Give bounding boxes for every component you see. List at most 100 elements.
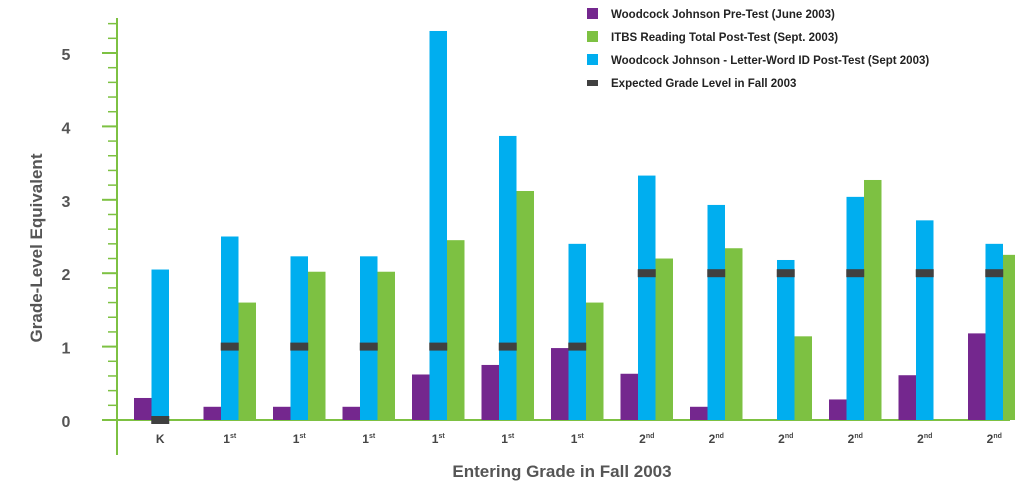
bar bbox=[342, 406, 360, 420]
y-tick-label: 3 bbox=[62, 194, 71, 211]
category-base: 2 bbox=[639, 432, 646, 446]
x-category-label: 1st bbox=[432, 432, 446, 446]
category-base: 1 bbox=[432, 432, 439, 446]
bar bbox=[273, 406, 291, 420]
category-base: 2 bbox=[987, 432, 994, 446]
bar bbox=[707, 204, 725, 420]
bar bbox=[516, 190, 534, 420]
bar bbox=[377, 271, 395, 420]
category-ordinal: st bbox=[299, 433, 306, 440]
x-category-labels: K 1st 1st 1st 1st 1st 1st 2nd 2nd 2nd 2nd 2nd 2nd bbox=[156, 432, 1002, 446]
bar bbox=[360, 256, 378, 420]
category-base: 1 bbox=[362, 432, 369, 446]
expected-marker bbox=[290, 342, 309, 351]
category-base: 2 bbox=[848, 432, 855, 446]
expected-marker bbox=[776, 269, 795, 278]
expected-marker bbox=[915, 269, 934, 278]
legend-label: Expected Grade Level in Fall 2003 bbox=[611, 78, 796, 90]
bar bbox=[568, 243, 586, 420]
bar bbox=[968, 333, 986, 420]
expected-grade-markers bbox=[151, 269, 1004, 424]
bar bbox=[898, 375, 916, 420]
x-category-label: 2nd bbox=[848, 432, 863, 446]
bar bbox=[985, 243, 1003, 420]
category-base: 2 bbox=[917, 432, 924, 446]
x-category-label: K bbox=[156, 432, 165, 446]
x-category-label: 2nd bbox=[709, 432, 724, 446]
legend-swatch bbox=[587, 8, 598, 19]
bar bbox=[551, 348, 569, 420]
category-ordinal: st bbox=[508, 433, 515, 440]
category-ordinal: nd bbox=[785, 433, 794, 440]
x-category-label: 1st bbox=[223, 432, 237, 446]
category-base: 1 bbox=[223, 432, 230, 446]
bar bbox=[134, 397, 152, 420]
x-axis-title: Entering Grade in Fall 2003 bbox=[452, 462, 671, 481]
bar bbox=[308, 271, 326, 420]
bar bbox=[690, 406, 708, 420]
bar bbox=[846, 196, 864, 420]
category-base: 1 bbox=[293, 432, 300, 446]
category-ordinal: nd bbox=[854, 433, 863, 440]
category-base: 1 bbox=[571, 432, 578, 446]
bar bbox=[829, 399, 847, 420]
expected-marker bbox=[568, 342, 587, 351]
bar bbox=[290, 256, 308, 420]
x-category-label: 2nd bbox=[917, 432, 932, 446]
y-tick-label: 4 bbox=[62, 120, 71, 137]
bar bbox=[447, 240, 465, 420]
expected-marker bbox=[707, 269, 726, 278]
expected-marker bbox=[429, 342, 448, 351]
bar bbox=[794, 336, 812, 420]
expected-marker bbox=[846, 269, 865, 278]
expected-marker bbox=[359, 342, 378, 351]
legend-swatch bbox=[587, 54, 598, 65]
bar bbox=[481, 364, 499, 420]
bar bbox=[151, 269, 169, 420]
x-category-label: 2nd bbox=[778, 432, 793, 446]
category-ordinal: nd bbox=[646, 433, 655, 440]
bar bbox=[916, 220, 934, 420]
bar bbox=[586, 302, 604, 420]
category-ordinal: st bbox=[369, 433, 376, 440]
bar bbox=[429, 30, 447, 420]
chart-bars bbox=[134, 30, 1015, 420]
bar bbox=[655, 258, 673, 420]
bar bbox=[238, 302, 256, 420]
x-category-label: 1st bbox=[571, 432, 585, 446]
legend-label: Woodcock Johnson - Letter-Word ID Post-T… bbox=[611, 55, 929, 67]
category-base: 1 bbox=[501, 432, 508, 446]
x-category-label: 1st bbox=[293, 432, 307, 446]
bar bbox=[777, 259, 795, 420]
bar bbox=[620, 373, 638, 420]
legend-label: Woodcock Johnson Pre-Test (June 2003) bbox=[611, 9, 835, 21]
y-tick-label: 5 bbox=[62, 47, 71, 64]
category-ordinal: st bbox=[230, 433, 237, 440]
category-ordinal: st bbox=[438, 433, 445, 440]
bar bbox=[638, 175, 656, 420]
y-tick-label: 2 bbox=[62, 267, 71, 284]
expected-marker bbox=[151, 416, 170, 424]
category-ordinal: nd bbox=[715, 433, 724, 440]
category-ordinal: nd bbox=[993, 433, 1002, 440]
bar bbox=[864, 179, 882, 420]
expected-marker bbox=[498, 342, 517, 351]
chart-legend: Woodcock Johnson Pre-Test (June 2003) ITB… bbox=[587, 8, 929, 90]
legend-swatch bbox=[587, 31, 598, 42]
x-category-label: 1st bbox=[362, 432, 376, 446]
category-ordinal: nd bbox=[924, 433, 933, 440]
category-ordinal: st bbox=[577, 433, 584, 440]
category-base: 2 bbox=[709, 432, 716, 446]
bar bbox=[221, 236, 239, 420]
bar bbox=[412, 374, 430, 420]
x-category-label: 1st bbox=[501, 432, 515, 446]
x-category-label: 2nd bbox=[639, 432, 654, 446]
category-base: K bbox=[156, 432, 165, 446]
category-base: 2 bbox=[778, 432, 785, 446]
expected-marker bbox=[637, 269, 656, 278]
bar bbox=[1003, 254, 1015, 420]
legend-swatch bbox=[587, 80, 598, 86]
bar bbox=[725, 248, 743, 420]
x-category-label: 2nd bbox=[987, 432, 1002, 446]
